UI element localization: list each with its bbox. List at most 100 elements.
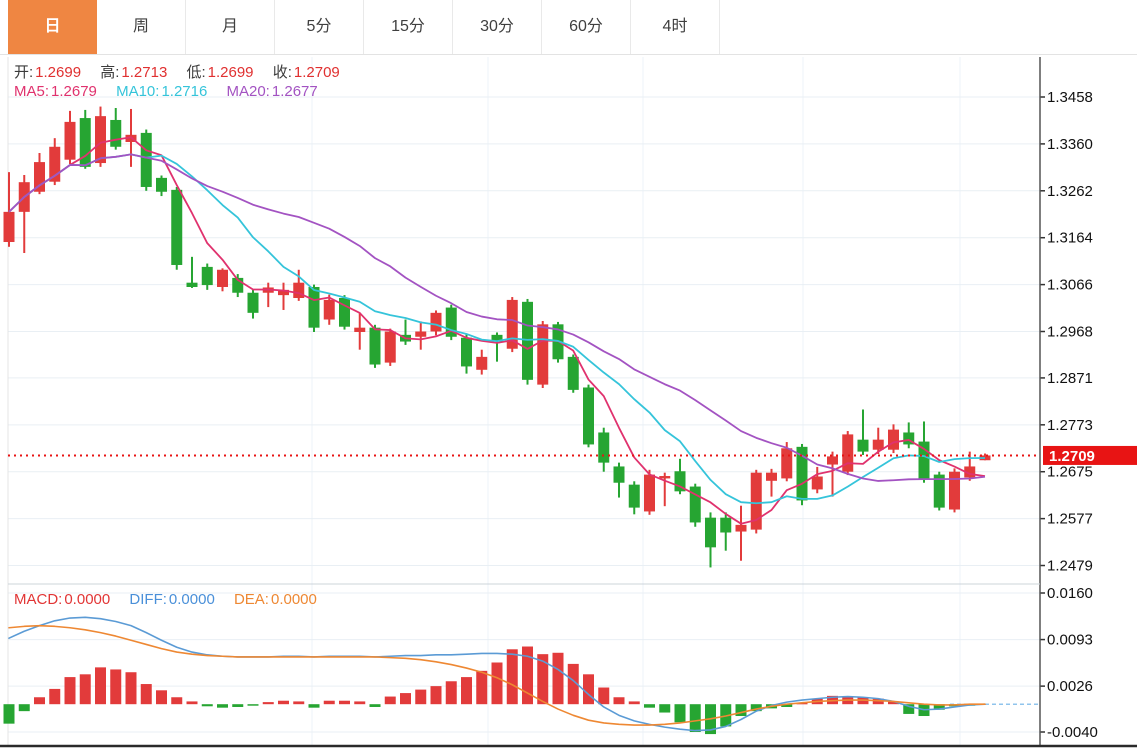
tab-5min[interactable]: 5分 — [275, 0, 364, 54]
macd-histogram-bar — [750, 704, 762, 712]
candle-body — [583, 387, 594, 445]
macd-histogram-bar — [232, 704, 244, 707]
tab-4hour[interactable]: 4时 — [631, 0, 720, 54]
macd-histogram-bar — [552, 652, 564, 705]
macd-histogram-bar — [201, 704, 213, 707]
candle-body — [567, 356, 579, 390]
tab-60min[interactable]: 60分 — [542, 0, 631, 54]
candle-body — [857, 439, 869, 452]
candle-body — [415, 331, 427, 337]
candle-body — [720, 517, 732, 533]
macd-histogram-bar — [506, 649, 518, 705]
diff-line — [8, 616, 986, 732]
candle-body — [476, 356, 488, 370]
candle-body — [278, 289, 289, 296]
macd-histogram-bar — [598, 687, 610, 705]
tab-month[interactable]: 月 — [186, 0, 275, 54]
chart-canvas[interactable]: 1.3458 1.3360 1.3262 1.3164 1.3066 1.2968 1.28… — [0, 55, 1137, 749]
candle-body — [34, 162, 45, 192]
candle-body — [659, 476, 671, 479]
candle-body — [369, 327, 381, 365]
chart-area: 1.3458 1.3360 1.3262 1.3164 1.3066 1.2968 1.28… — [0, 55, 1137, 749]
candle-body — [445, 307, 457, 337]
macd-histogram-bar — [308, 704, 320, 708]
macd-histogram-bar — [156, 690, 167, 705]
macd-histogram-bar — [384, 696, 396, 705]
timeframe-tabbar: 日 周 月 5分 15分 30分 60分 4时 — [0, 0, 1137, 55]
candle-body — [827, 456, 838, 465]
price-axis-label: 1.2871 — [1047, 370, 1093, 387]
price-axis-label: 1.3066 — [1047, 277, 1093, 294]
candle-body — [766, 472, 777, 481]
price-axis-label: 1.2479 — [1047, 558, 1093, 575]
candle-body — [933, 474, 945, 508]
macd-histogram-bar — [659, 704, 671, 713]
price-axis-label: 1.3262 — [1047, 183, 1093, 200]
macd-histogram-bar — [628, 701, 640, 705]
macd-histogram-bar — [186, 701, 198, 705]
macd-histogram-bar — [522, 646, 533, 705]
macd-histogram-bar — [247, 704, 259, 706]
candle-body — [918, 441, 930, 480]
tab-day[interactable]: 日 — [8, 0, 97, 54]
current-price-badge — [1043, 445, 1137, 465]
candle-body — [232, 277, 244, 293]
candle-body — [293, 282, 305, 298]
candle-body — [217, 269, 228, 287]
macd-histogram-bar — [400, 693, 411, 705]
candle-body — [949, 471, 960, 510]
macd-histogram-bar — [613, 697, 625, 705]
macd-histogram-bar — [689, 704, 701, 732]
macd-histogram-bar — [95, 667, 106, 705]
candle-body — [644, 474, 655, 512]
macd-histogram-bar — [49, 688, 61, 705]
candle-body — [430, 312, 442, 332]
macd-histogram-bar — [125, 672, 137, 705]
candle-body — [705, 517, 716, 548]
candle-body — [750, 472, 762, 530]
macd-histogram-bar — [278, 700, 289, 705]
tab-week[interactable]: 周 — [97, 0, 186, 54]
macd-histogram-bar — [888, 701, 899, 705]
macd-histogram-bar — [461, 677, 472, 705]
tab-30min[interactable]: 30分 — [453, 0, 542, 54]
candle-body — [979, 455, 991, 461]
ma5-line — [8, 136, 986, 525]
candle-body — [354, 327, 366, 332]
candle-body — [201, 266, 213, 286]
candle-body — [308, 286, 320, 328]
candle-body — [384, 331, 396, 363]
dea-line — [8, 624, 986, 726]
macd-histogram-bar — [537, 654, 549, 705]
macd-histogram-bar — [339, 700, 350, 705]
macd-histogram-bar — [79, 674, 91, 705]
candle-body — [796, 446, 808, 501]
macd-histogram-bar — [735, 704, 747, 717]
macd-histogram-bar — [415, 689, 427, 705]
macd-axis-label: -0.0040 — [1047, 724, 1098, 741]
candle-body — [781, 448, 793, 479]
macd-histogram-bar — [491, 662, 503, 705]
candle-body — [186, 282, 198, 287]
candle-body — [842, 434, 854, 472]
price-axis-label: 1.3360 — [1047, 136, 1093, 153]
macd-axis-label: 0.0093 — [1047, 632, 1093, 649]
candle-body — [735, 524, 747, 532]
macd-histogram-bar — [354, 701, 366, 705]
macd-histogram-bar — [903, 704, 915, 714]
candle-body — [140, 132, 152, 187]
macd-histogram-bar — [567, 663, 579, 705]
macd-histogram-bar — [369, 704, 381, 707]
macd-histogram-bar — [64, 677, 76, 705]
macd-histogram-bar — [140, 684, 152, 705]
macd-histogram-bar — [3, 704, 15, 724]
candle-body — [964, 466, 976, 478]
macd-axis-label: 0.0160 — [1047, 585, 1093, 602]
macd-histogram-bar — [430, 686, 442, 705]
tab-15min[interactable]: 15分 — [364, 0, 453, 54]
candle-body — [522, 301, 533, 380]
candle-body — [171, 189, 183, 265]
price-axis-label: 1.2773 — [1047, 417, 1093, 434]
macd-histogram-bar — [323, 700, 335, 705]
macd-histogram-bar — [262, 702, 274, 705]
